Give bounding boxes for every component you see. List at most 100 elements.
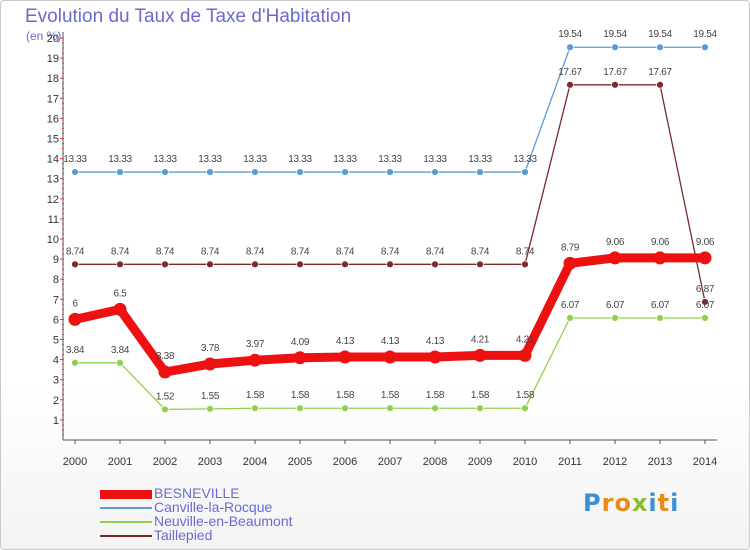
y-tick-label: 12 <box>47 194 59 206</box>
data-label-canville-la-rocque: 13.33 <box>378 154 402 165</box>
data-label-canville-la-rocque: 13.33 <box>333 154 357 165</box>
data-label-besneville: 9.06 <box>651 237 670 248</box>
y-tick-label: 15 <box>47 134 59 146</box>
data-label-besneville: 3.78 <box>201 343 220 354</box>
y-tick-label: 13 <box>47 174 59 186</box>
data-label-canville-la-rocque: 13.33 <box>423 154 447 165</box>
data-point-taillepied <box>386 260 394 269</box>
data-point-canville-la-rocque <box>296 168 304 176</box>
data-label-neuville-en-beaumont: 6.07 <box>696 300 715 311</box>
x-tick-label: 2012 <box>603 456 627 468</box>
data-label-taillepied: 8.74 <box>426 246 445 257</box>
data-label-besneville: 9.06 <box>696 237 715 248</box>
data-label-canville-la-rocque: 19.54 <box>558 29 582 40</box>
data-label-layer: 6 6.5 3.38 3.78 3.97 4.09 4.13 4.13 4.13 4.21 4.21… <box>63 29 718 402</box>
data-point-besneville <box>293 351 307 365</box>
data-label-neuville-en-beaumont: 6.07 <box>606 300 625 311</box>
data-label-taillepied: 8.74 <box>336 246 355 257</box>
data-label-neuville-en-beaumont: 1.58 <box>426 390 445 401</box>
x-tick-label: 2011 <box>558 456 582 468</box>
data-point-besneville <box>158 365 172 379</box>
data-label-besneville: 8.79 <box>561 242 580 253</box>
data-label-taillepied: 17.67 <box>558 67 582 78</box>
data-point-canville-la-rocque <box>206 168 214 176</box>
x-tick-label: 2010 <box>513 456 537 468</box>
data-point-canville-la-rocque <box>431 168 439 176</box>
data-label-neuville-en-beaumont: 1.58 <box>336 390 355 401</box>
data-point-besneville <box>428 350 442 364</box>
data-label-neuville-en-beaumont: 1.58 <box>246 390 265 401</box>
data-point-neuville-en-beaumont <box>386 404 394 412</box>
data-point-neuville-en-beaumont <box>611 314 619 322</box>
logo-letter: P <box>583 489 602 517</box>
data-label-canville-la-rocque: 13.33 <box>513 154 537 165</box>
data-point-taillepied <box>566 81 574 89</box>
data-label-neuville-en-beaumont: 1.58 <box>471 390 490 401</box>
legend-swatch <box>100 489 152 499</box>
data-label-canville-la-rocque: 13.33 <box>288 154 312 165</box>
legend-label: Neuville-en-Beaumont <box>154 513 293 529</box>
data-point-taillepied <box>296 260 304 269</box>
data-label-taillepied: 17.67 <box>603 67 627 78</box>
logo-letter: r <box>601 489 615 517</box>
x-tick-label: 2009 <box>468 456 492 468</box>
data-point-neuville-en-beaumont <box>476 404 484 412</box>
data-label-canville-la-rocque: 19.54 <box>648 29 672 40</box>
data-point-canville-la-rocque <box>116 168 124 176</box>
data-label-taillepied: 8.74 <box>246 246 265 257</box>
data-label-taillepied: 8.74 <box>156 246 175 257</box>
data-point-besneville <box>698 251 712 265</box>
series-line-taillepied <box>74 84 706 303</box>
data-label-neuville-en-beaumont: 1.58 <box>516 390 535 401</box>
data-label-taillepied: 8.74 <box>516 246 535 257</box>
data-label-besneville: 4.13 <box>336 336 355 347</box>
logo-letter: x <box>631 489 649 517</box>
y-tick-label: 10 <box>47 234 59 246</box>
y-tick-label: 3 <box>53 375 59 387</box>
data-point-canville-la-rocque <box>521 168 529 176</box>
y-tick-label: 11 <box>48 214 59 226</box>
data-point-taillepied <box>611 81 619 89</box>
data-point-taillepied <box>251 260 259 269</box>
data-label-besneville: 4.13 <box>381 336 400 347</box>
data-label-besneville: 6 <box>72 298 78 309</box>
data-point-besneville <box>68 312 82 326</box>
data-point-neuville-en-beaumont <box>521 404 529 412</box>
data-point-besneville <box>383 350 397 364</box>
data-label-besneville: 4.13 <box>426 336 445 347</box>
data-point-canville-la-rocque <box>71 168 79 176</box>
x-tick-label: 2008 <box>423 456 447 468</box>
data-label-taillepied: 8.74 <box>381 246 400 257</box>
data-label-taillepied: 6.87 <box>696 284 715 295</box>
series-layer <box>68 43 712 414</box>
data-point-neuville-en-beaumont <box>656 314 664 322</box>
data-point-neuville-en-beaumont <box>566 314 574 322</box>
data-point-besneville <box>203 357 217 371</box>
data-point-taillepied <box>116 260 124 269</box>
y-tick-label: 1 <box>53 415 59 427</box>
data-label-besneville: 6.5 <box>113 288 127 299</box>
data-point-neuville-en-beaumont <box>701 314 709 322</box>
data-label-canville-la-rocque: 13.33 <box>198 154 222 165</box>
y-tick-label: 20 <box>47 33 59 45</box>
data-point-neuville-en-beaumont <box>71 359 79 367</box>
y-tick-label: 2 <box>53 395 59 407</box>
data-point-neuville-en-beaumont <box>206 405 214 413</box>
logo-letter: o <box>614 489 632 517</box>
data-point-taillepied <box>71 260 79 269</box>
y-tick-label: 9 <box>53 254 59 266</box>
data-point-taillepied <box>206 260 214 269</box>
data-point-taillepied <box>341 260 349 269</box>
data-point-canville-la-rocque <box>611 43 619 51</box>
data-label-neuville-en-beaumont: 3.84 <box>111 345 130 356</box>
data-point-besneville <box>473 348 487 362</box>
data-point-neuville-en-beaumont <box>341 404 349 412</box>
data-label-taillepied: 8.74 <box>471 246 490 257</box>
data-label-besneville: 4.21 <box>516 334 535 345</box>
data-label-canville-la-rocque: 13.33 <box>243 154 267 165</box>
data-label-neuville-en-beaumont: 3.84 <box>66 345 85 356</box>
data-point-canville-la-rocque <box>476 168 484 176</box>
x-tick-label: 2001 <box>108 456 132 468</box>
